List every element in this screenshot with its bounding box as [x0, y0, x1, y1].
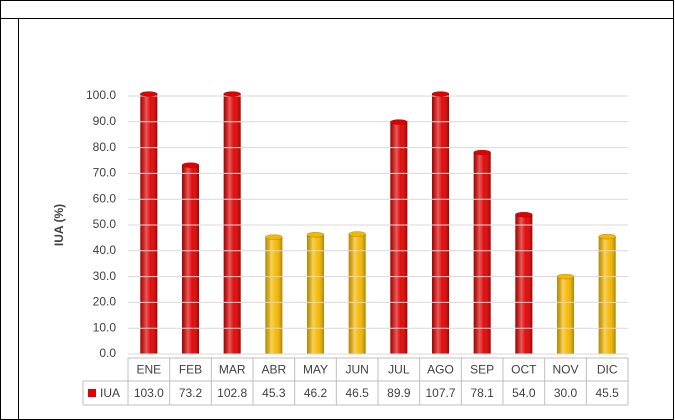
bar-cap [390, 119, 408, 125]
table-value: 45.3 [262, 386, 286, 400]
legend-swatch [88, 389, 96, 397]
x-tick-label: SEP [470, 363, 494, 377]
bar [515, 214, 533, 354]
x-tick-label: OCT [511, 363, 537, 377]
bar-cap [431, 91, 450, 97]
table-value: 46.2 [304, 386, 328, 400]
table-value: 103.0 [134, 386, 164, 400]
bar [557, 276, 574, 354]
x-tick-label: JUL [388, 363, 410, 377]
table-value: 102.8 [217, 386, 247, 400]
x-tick-label: MAR [219, 363, 246, 377]
table-value: 30.0 [554, 386, 578, 400]
y-tick-label: 0.0 [99, 346, 116, 360]
x-tick-label: MAY [303, 363, 328, 377]
bar-shade [265, 237, 283, 354]
table-value: 54.0 [512, 386, 536, 400]
bar [432, 94, 449, 354]
bar [223, 94, 241, 354]
bar-cap [598, 233, 616, 240]
table-value: 73.2 [179, 386, 203, 400]
bar [182, 165, 199, 354]
bar [390, 122, 408, 354]
y-axis-label: IUA (%) [52, 204, 66, 246]
table-value: 89.9 [387, 386, 411, 400]
x-tick-label: ENE [136, 363, 161, 377]
bar [473, 152, 491, 354]
x-tick-label: AGO [427, 363, 454, 377]
bar [265, 237, 283, 354]
table-value: 46.5 [345, 386, 369, 400]
x-tick-label: ABR [261, 363, 286, 377]
x-tick-label: JUN [345, 363, 368, 377]
bar-shade [557, 276, 574, 354]
plot [140, 94, 616, 354]
table-value: 45.5 [595, 386, 619, 400]
bar-cap [306, 232, 325, 238]
bar-cap [223, 91, 241, 97]
y-tick-label: 40.0 [93, 243, 117, 257]
y-tick-label: 10.0 [93, 320, 117, 334]
bar-cap [556, 273, 575, 280]
bar-shade [223, 94, 241, 354]
x-tick-label: FEB [179, 363, 202, 377]
bar-shade [182, 165, 199, 354]
bar-shade [515, 214, 533, 354]
bar-shade [432, 94, 449, 354]
table-value: 107.7 [425, 386, 455, 400]
bar-cap [140, 91, 158, 97]
y-tick-label: 80.0 [93, 140, 117, 154]
bar-shade [390, 122, 408, 354]
bar-shade [598, 236, 616, 354]
y-tick-label: 50.0 [93, 217, 117, 231]
x-tick-label: NOV [552, 363, 578, 377]
bar-shade [307, 234, 324, 354]
legend-label: IUA [100, 386, 120, 400]
bar [348, 234, 366, 354]
y-tick-label: 20.0 [93, 295, 117, 309]
bar-shade [140, 94, 158, 354]
bar-cap [265, 234, 283, 240]
y-tick-label: 100.0 [86, 88, 116, 102]
y-tick-label: 60.0 [93, 191, 117, 205]
bar-cap [515, 211, 533, 218]
y-tick-label: 70.0 [93, 166, 117, 180]
bar [140, 94, 158, 354]
y-tick-label: 30.0 [93, 269, 117, 283]
table-value: 78.1 [470, 386, 494, 400]
bar [307, 234, 324, 354]
y-tick-label: 90.0 [93, 114, 117, 128]
bar [598, 236, 616, 354]
bar-cap [348, 231, 366, 237]
bar-shade [473, 152, 491, 354]
x-tick-label: DIC [597, 363, 618, 377]
bar-shade [348, 234, 366, 354]
bar-cap [473, 149, 491, 156]
bar-cap [181, 162, 200, 168]
